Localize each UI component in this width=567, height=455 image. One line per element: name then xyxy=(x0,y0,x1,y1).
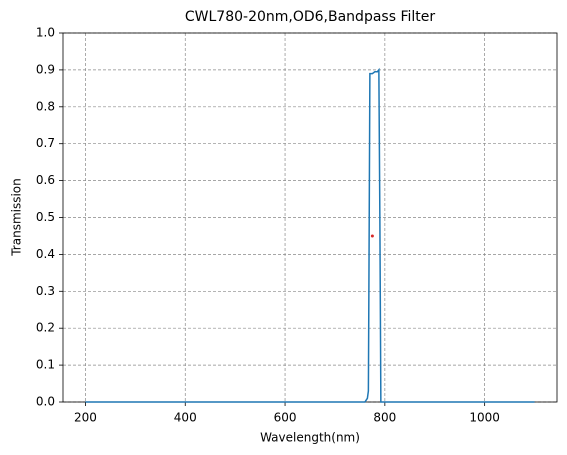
y-tick-label: 0.0 xyxy=(36,395,55,409)
y-axis-label: Transmission xyxy=(10,178,24,257)
x-axis-label: Wavelength(nm) xyxy=(260,431,360,445)
y-tick-label: 0.4 xyxy=(36,247,55,261)
chart-title: CWL780-20nm,OD6,Bandpass Filter xyxy=(185,9,435,25)
x-tick-label: 1000 xyxy=(469,411,500,425)
y-tick-label: 0.9 xyxy=(36,62,55,76)
y-tick-label: 0.7 xyxy=(36,136,55,150)
y-tick-label: 0.2 xyxy=(36,321,55,335)
x-tick-label: 600 xyxy=(274,411,297,425)
y-tick-label: 1.0 xyxy=(36,26,55,40)
y-tick-label: 0.3 xyxy=(36,284,55,298)
y-tick-label: 0.8 xyxy=(36,99,55,113)
y-tick-label: 0.6 xyxy=(36,173,55,187)
x-tick-label: 200 xyxy=(74,411,97,425)
data-line xyxy=(85,67,535,403)
x-tick-label: 800 xyxy=(373,411,396,425)
x-tick-label: 400 xyxy=(174,411,197,425)
y-tick-label: 0.5 xyxy=(36,210,55,224)
y-tick-label: 0.1 xyxy=(36,358,55,372)
data-point xyxy=(370,234,374,238)
